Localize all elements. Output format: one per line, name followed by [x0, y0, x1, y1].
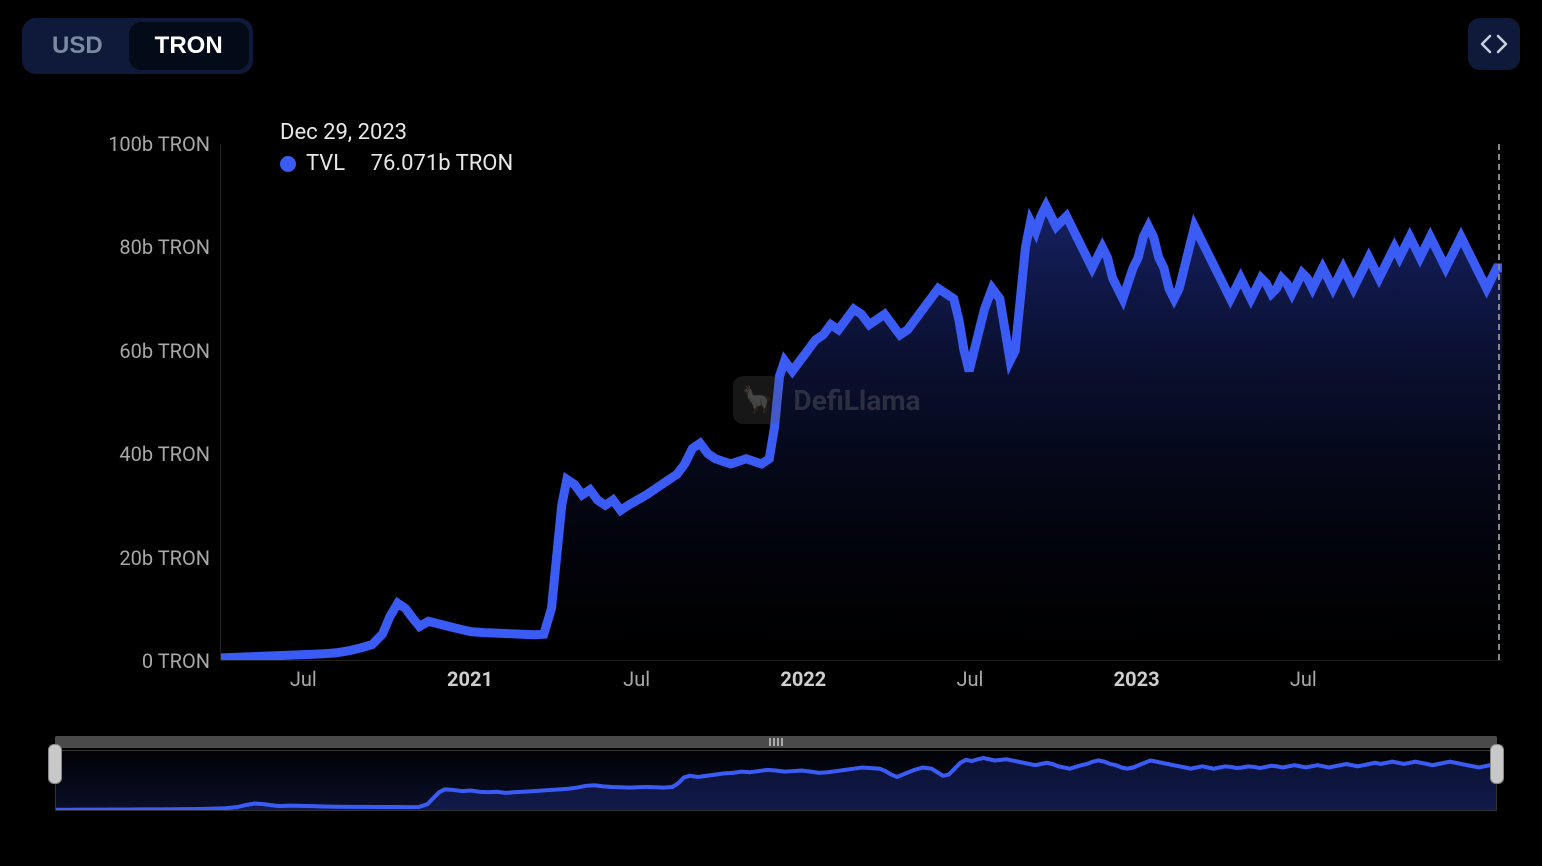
code-icon — [1480, 34, 1508, 54]
toggle-tron-button[interactable]: TRON — [129, 22, 249, 70]
x-axis-tick: Jul — [623, 667, 650, 691]
x-axis-tick: 2021 — [447, 667, 493, 691]
y-axis-tick: 100b TRON — [50, 132, 210, 156]
currency-toggle: USD TRON — [22, 18, 253, 74]
brush-preview[interactable] — [55, 750, 1497, 811]
time-brush[interactable] — [55, 736, 1497, 811]
brush-scrollbar[interactable] — [55, 736, 1497, 748]
x-axis-tick: 2023 — [1114, 667, 1160, 691]
embed-button[interactable] — [1468, 18, 1520, 70]
y-axis-tick: 60b TRON — [50, 339, 210, 363]
y-axis-tick: 20b TRON — [50, 546, 210, 570]
brush-handle-right[interactable] — [1490, 744, 1504, 784]
brush-mini-series — [56, 751, 1496, 810]
toggle-usd-button[interactable]: USD — [26, 22, 129, 70]
tooltip-date: Dec 29, 2023 — [280, 120, 513, 145]
x-axis-tick: Jul — [290, 667, 317, 691]
top-bar: USD TRON — [22, 18, 1520, 74]
x-axis-tick: 2022 — [780, 667, 826, 691]
x-axis-tick: Jul — [957, 667, 984, 691]
y-axis-tick: 40b TRON — [50, 442, 210, 466]
chart-plot[interactable]: 🦙 DefiLlama — [220, 144, 1502, 661]
chart-series — [221, 144, 1502, 660]
chart-cursor-line — [1498, 144, 1500, 660]
x-axis-tick: Jul — [1290, 667, 1317, 691]
brush-handle-left[interactable] — [48, 744, 62, 784]
y-axis-tick: 0 TRON — [50, 649, 210, 673]
y-axis-tick: 80b TRON — [50, 235, 210, 259]
chart-area: Dec 29, 2023 TVL 76.071b TRON 0 TRON20b … — [50, 100, 1502, 701]
chart-container: USD TRON Dec 29, 2023 TVL 76.071b TRON 0… — [0, 0, 1542, 866]
